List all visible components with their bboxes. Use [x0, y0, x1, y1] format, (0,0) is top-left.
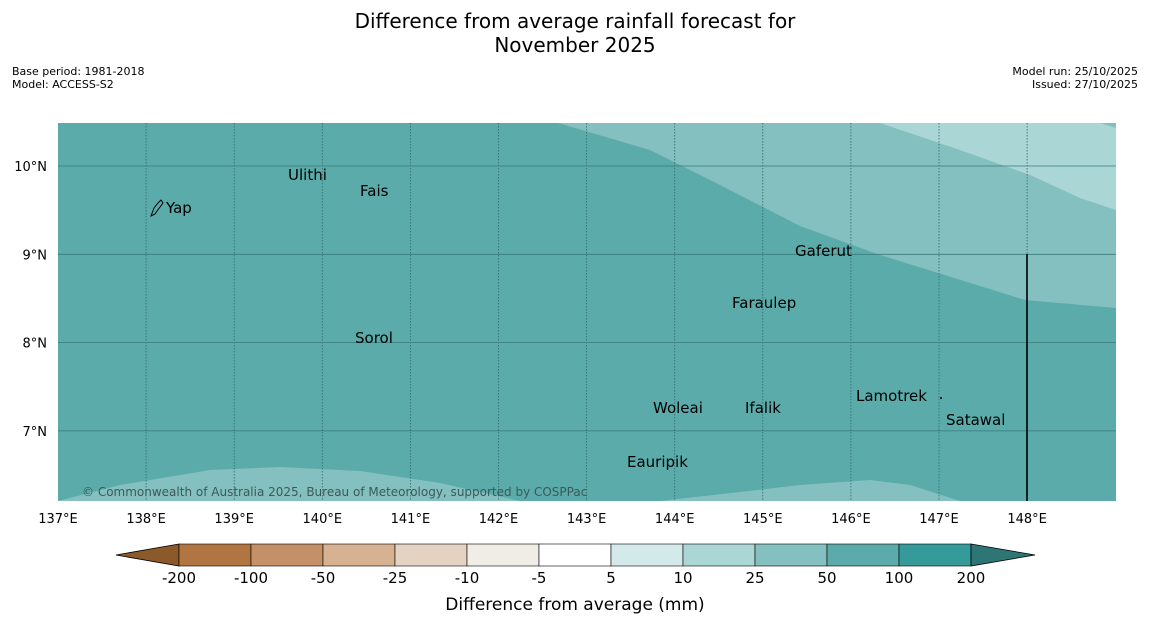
place-ifalik: Ifalik: [745, 399, 781, 417]
place-lamotrek: Lamotrek: [856, 387, 927, 405]
colorbar-segment: [826, 543, 900, 567]
lat-tick-label: 7°N: [23, 425, 48, 440]
base-period: Base period: 1981-2018: [12, 65, 145, 78]
copyright-notice: © Commonwealth of Australia 2025, Bureau…: [82, 485, 587, 499]
colorbar-segment: [754, 543, 828, 567]
colorbar-segment: [538, 543, 612, 567]
colorbar-tick-label: -25: [383, 569, 408, 587]
lon-tick-label: 143°E: [567, 512, 607, 527]
title-line-2: November 2025: [494, 33, 656, 57]
rain-band-25-50-south: [58, 467, 520, 501]
colorbar-tick-label: 100: [885, 569, 914, 587]
lon-tick-label: 147°E: [919, 512, 959, 527]
meta-left: Base period: 1981-2018 Model: ACCESS-S2: [12, 65, 144, 91]
colorbar-segment: [250, 543, 324, 567]
lon-tick-label: 137°E: [38, 512, 78, 527]
colorbar-title: Difference from average (mm): [445, 595, 704, 615]
lon-tick-label: 141°E: [391, 512, 431, 527]
place-eauripik: Eauripik: [627, 453, 688, 471]
colorbar-tick-label: 50: [817, 569, 836, 587]
longitude-axis: 137°E 138°E 139°E 140°E 141°E 142°E 143°E 144°E…: [38, 512, 1047, 527]
colorbar-tick-label: 5: [606, 569, 616, 587]
lon-tick-label: 138°E: [126, 512, 166, 527]
model-run: Model run: 25/10/2025: [1012, 65, 1138, 78]
colorbar-segment: [178, 543, 252, 567]
colorbar-tick-label: -50: [311, 569, 336, 587]
place-faraulep: Faraulep: [732, 294, 796, 312]
lon-tick-label: 148°E: [1007, 512, 1047, 527]
colorbar-tick-label: 10: [673, 569, 692, 587]
issued-date: Issued: 27/10/2025: [1031, 78, 1138, 91]
rain-band-25-50-southeast: [660, 480, 960, 501]
place-satawal: Satawal: [946, 411, 1005, 429]
lon-tick-label: 142°E: [479, 512, 519, 527]
lon-tick-label: 144°E: [655, 512, 695, 527]
colorbar-tick-label: -100: [234, 569, 268, 587]
map-panel: [58, 123, 1116, 501]
colorbar-extend-high: [970, 543, 1036, 567]
lon-tick-label: 145°E: [743, 512, 783, 527]
rain-band-25-50: [558, 123, 1116, 308]
lon-tick-label: 140°E: [303, 512, 343, 527]
place-ulithi: Ulithi: [288, 166, 327, 184]
lon-tick-label: 146°E: [831, 512, 871, 527]
model-name: Model: ACCESS-S2: [12, 78, 114, 91]
lat-tick-label: 9°N: [23, 248, 48, 263]
colorbar-segment: [394, 543, 468, 567]
colorbar-segment: [898, 543, 972, 567]
colorbar-segment: [466, 543, 540, 567]
colorbar-tick-label: 25: [745, 569, 764, 587]
place-woleai: Woleai: [653, 399, 703, 417]
colorbar-tick-label: 200: [957, 569, 986, 587]
latitude-axis: 10°N 9°N 8°N 7°N: [14, 160, 47, 440]
place-gaferut: Gaferut: [795, 242, 852, 260]
lat-tick-label: 8°N: [23, 337, 48, 352]
lon-tick-label: 139°E: [214, 512, 254, 527]
colorbar-tick-label: -10: [455, 569, 480, 587]
colorbar-segment: [682, 543, 756, 567]
colorbar-tick-label: -5: [532, 569, 547, 587]
lat-tick-label: 10°N: [14, 160, 47, 175]
colorbar: -200 -100 -50 -25 -10 -5 5 10 25 50 100 200: [115, 543, 1036, 587]
title-line-1: Difference from average rainfall forecas…: [354, 9, 796, 33]
map-title: Difference from average rainfall forecas…: [0, 9, 1150, 57]
place-fais: Fais: [360, 182, 389, 200]
colorbar-extend-low: [115, 543, 180, 567]
meta-right: Model run: 25/10/2025 Issued: 27/10/2025: [1012, 65, 1138, 91]
island-dot: [940, 397, 942, 399]
place-yap: Yap: [165, 199, 192, 217]
yap-island-outline: [150, 199, 164, 218]
place-sorol: Sorol: [355, 329, 393, 347]
colorbar-segment: [610, 543, 684, 567]
colorbar-segment: [322, 543, 396, 567]
rain-band-10-25: [880, 123, 1116, 210]
colorbar-tick-label: -200: [162, 569, 196, 587]
place-labels: Yap Ulithi Fais Gaferut Faraulep Sorol W…: [165, 166, 1005, 471]
